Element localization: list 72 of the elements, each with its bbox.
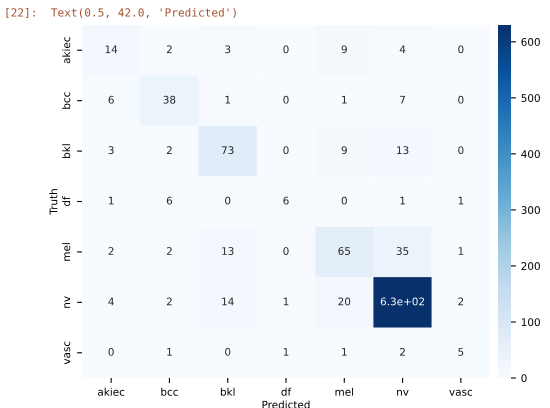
x-tick-label: mel xyxy=(336,388,354,396)
data-label: 1 xyxy=(342,96,347,104)
data-label: 0 xyxy=(283,96,289,104)
data-label: 35 xyxy=(396,247,408,255)
color-bar-label: 0 xyxy=(521,374,527,382)
data-label: 14 xyxy=(222,298,234,306)
data-label: 20 xyxy=(338,298,350,306)
data-label: 3 xyxy=(108,146,114,154)
data-label: 13 xyxy=(222,247,234,255)
data-label: 0 xyxy=(283,146,289,154)
data-label: 14 xyxy=(106,45,118,54)
y-tick-label: vasc xyxy=(64,342,70,364)
y-axis-title: Truth xyxy=(49,189,58,215)
data-label: 1 xyxy=(458,196,464,204)
data-label: 1 xyxy=(226,96,230,104)
data-label: 6 xyxy=(283,196,289,205)
data-label: 2 xyxy=(108,247,114,255)
data-label: 1 xyxy=(458,247,464,255)
data-label: 73 xyxy=(222,146,234,154)
data-label: 9 xyxy=(342,45,347,54)
color-bar-label: 300 xyxy=(522,206,540,214)
y-tick-label: df xyxy=(62,196,70,206)
y-tick-label: bkl xyxy=(62,144,70,158)
data-label: 9 xyxy=(342,146,347,154)
data-label: 1 xyxy=(400,196,405,204)
data-label: 4 xyxy=(400,45,406,54)
data-label: 38 xyxy=(164,96,176,104)
data-label: 65 xyxy=(338,247,350,255)
data-label: 6.3e+02 xyxy=(380,298,424,306)
y-tick-label: mel xyxy=(62,243,70,261)
data-label: 0 xyxy=(108,348,114,356)
data-label: 2 xyxy=(166,146,172,154)
data-label: 1 xyxy=(284,298,288,306)
x-tick-label: nv xyxy=(397,390,409,396)
data-label: 0 xyxy=(283,247,289,255)
data-label: 7 xyxy=(400,96,405,104)
data-label: 0 xyxy=(225,196,230,205)
x-tick-label: df xyxy=(281,388,292,396)
data-label: 2 xyxy=(166,298,172,306)
data-label: 5 xyxy=(458,348,464,356)
data-label: 4 xyxy=(108,298,114,306)
data-label: 1 xyxy=(342,348,347,356)
data-label: 0 xyxy=(458,146,464,154)
data-label: 0 xyxy=(458,96,464,104)
x-tick-label: vasc xyxy=(449,390,472,396)
data-label: 0 xyxy=(283,45,289,54)
text: [22]: Text(0.5, 42.0, 'Predicted') xyxy=(6,8,236,18)
y-tick-label: bcc xyxy=(62,92,70,109)
data-label: 0 xyxy=(458,45,464,54)
y-tick-label: akiec xyxy=(62,37,70,64)
color-bar-label: 100 xyxy=(522,318,540,326)
data-label: 1 xyxy=(284,348,288,356)
data-label: 13 xyxy=(397,146,408,154)
data-label: 0 xyxy=(342,196,347,205)
x-tick-label: akiec xyxy=(98,388,124,396)
data-label: 2 xyxy=(458,298,464,306)
data-label: 2 xyxy=(166,247,172,255)
color-bar-label: 500 xyxy=(522,94,540,102)
color-bar-label: 600 xyxy=(521,38,540,46)
x-tick-label: bkl xyxy=(220,388,235,396)
color-bar-label: 200 xyxy=(521,262,540,270)
data-label: 6 xyxy=(108,96,114,104)
data-label: 2 xyxy=(400,348,405,356)
data-label: 2 xyxy=(166,45,172,54)
data-label: 1 xyxy=(167,348,172,356)
y-tick-label: nv xyxy=(64,296,70,308)
x-tick-label: bcc xyxy=(161,388,178,396)
data-label: 3 xyxy=(225,45,230,54)
data-label: 1 xyxy=(108,196,114,204)
data-label: 6 xyxy=(166,196,172,205)
color-bar-label: 400 xyxy=(521,150,540,158)
data-label: 0 xyxy=(225,348,230,356)
